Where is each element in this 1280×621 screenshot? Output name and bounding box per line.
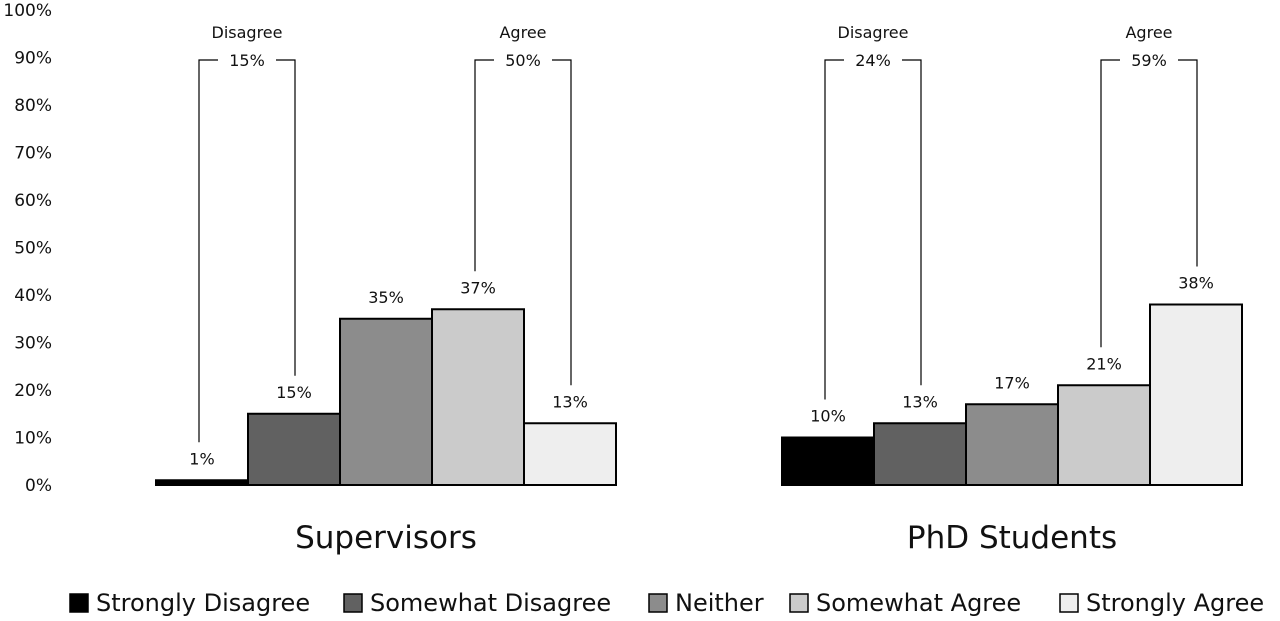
disagree-bracket-right	[276, 59, 296, 376]
bar	[873, 422, 967, 486]
y-tick-label: 20%	[14, 381, 52, 401]
bar	[431, 308, 525, 486]
y-tick-label: 70%	[14, 144, 52, 164]
legend-item: Neither	[648, 589, 764, 617]
bar-value-label: 35%	[368, 288, 404, 307]
legend-swatch	[69, 593, 89, 613]
group-phd-students: 10% 13% 17% 21% 38% 24% Disagree 59% Agree PhD St…	[781, 23, 1243, 556]
bar	[523, 422, 617, 486]
y-tick-label: 100%	[3, 1, 52, 21]
bar	[1057, 384, 1151, 486]
group-label: PhD Students	[907, 520, 1117, 556]
y-tick-label: 80%	[14, 96, 52, 116]
y-tick-label: 40%	[14, 286, 52, 306]
legend-label: Neither	[675, 589, 764, 617]
bar-value-label: 13%	[552, 392, 588, 411]
legend-item: Somewhat Agree	[789, 589, 1021, 617]
agree-bracket-right	[1178, 59, 1198, 267]
bar-value-label: 10%	[810, 407, 846, 426]
disagree-bracket-label: Disagree	[838, 23, 909, 42]
legend: Strongly Disagree Somewhat Disagree Neithe…	[69, 589, 1264, 617]
agree-bracket-left	[474, 59, 494, 272]
agree-bracket-left	[1100, 59, 1120, 348]
disagree-bracket-left	[198, 59, 218, 443]
agree-bracket-label: Agree	[1125, 23, 1172, 42]
y-axis: 0% 10% 20% 30% 40% 50% 60% 70% 80% 90% 100%	[3, 1, 52, 496]
bar	[155, 479, 249, 486]
agree-bracket-label: Agree	[499, 23, 546, 42]
bar	[247, 412, 341, 486]
y-tick-label: 30%	[14, 334, 52, 354]
legend-label: Somewhat Agree	[816, 589, 1021, 617]
disagree-bracket-right	[902, 59, 922, 386]
disagree-total-value: 24%	[855, 51, 891, 70]
y-tick-label: 60%	[14, 191, 52, 211]
legend-label: Somewhat Disagree	[370, 589, 611, 617]
legend-swatch	[343, 593, 363, 613]
disagree-bracket-label: Disagree	[212, 23, 283, 42]
y-tick-label: 10%	[14, 429, 52, 449]
y-tick-label: 90%	[14, 49, 52, 69]
bar-value-label: 21%	[1086, 354, 1122, 373]
disagree-total-value: 15%	[229, 51, 265, 70]
group-label: Supervisors	[295, 520, 477, 556]
y-tick-label: 50%	[14, 239, 52, 259]
group-supervisors: 1% 15% 35% 37% 13% 15% Disagree 50% Agree Supervi…	[155, 23, 617, 556]
bar-value-label: 13%	[902, 392, 938, 411]
legend-label: Strongly Agree	[1086, 589, 1264, 617]
legend-item: Strongly Disagree	[69, 589, 310, 617]
bar	[965, 403, 1059, 486]
legend-swatch	[789, 593, 809, 613]
legend-swatch	[1059, 593, 1079, 613]
legend-item: Strongly Agree	[1059, 589, 1264, 617]
y-tick-label: 0%	[25, 476, 52, 496]
chart-groups: 1% 15% 35% 37% 13% 15% Disagree 50% Agree Supervi…	[155, 23, 1243, 556]
agree-bracket-right	[552, 59, 572, 386]
bar	[781, 436, 875, 486]
bar-value-label: 37%	[460, 278, 496, 297]
disagree-bracket-left	[824, 59, 844, 400]
agree-total-value: 59%	[1131, 51, 1167, 70]
legend-item: Somewhat Disagree	[343, 589, 611, 617]
bar-value-label: 17%	[994, 373, 1030, 392]
bar-value-label: 38%	[1178, 274, 1214, 293]
bar	[1149, 303, 1243, 486]
legend-swatch	[648, 593, 668, 613]
agree-total-value: 50%	[505, 51, 541, 70]
legend-label: Strongly Disagree	[96, 589, 310, 617]
bar-value-label: 1%	[189, 449, 214, 468]
bar	[339, 317, 433, 486]
bar-value-label: 15%	[276, 383, 312, 402]
